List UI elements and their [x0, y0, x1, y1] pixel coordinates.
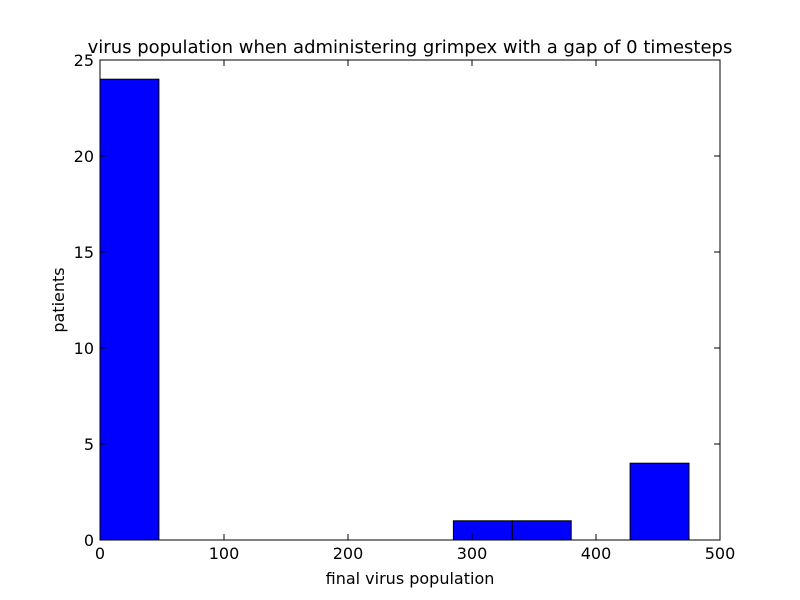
x-tick-label: 500: [705, 544, 736, 563]
y-axis-label: patients: [49, 267, 68, 332]
ticks-layer: 0 100 200 300 400 500 0 5 10 15 20 25: [74, 51, 736, 563]
chart-title: virus population when administering grim…: [88, 37, 733, 58]
x-tick-label: 300: [457, 544, 488, 563]
y-tick-label: 5: [84, 435, 94, 454]
histogram-bar-3: [629, 462, 690, 541]
y-tick-label: 15: [74, 243, 94, 262]
histogram-bar-1: [452, 520, 513, 541]
x-tick-label: 0: [95, 544, 105, 563]
plot-frame: [99, 59, 721, 541]
y-tick-label: 0: [84, 531, 94, 550]
x-tick-label: 400: [581, 544, 612, 563]
bars-layer: [99, 78, 690, 541]
y-tick-label: 10: [74, 339, 94, 358]
x-tick-label: 100: [209, 544, 240, 563]
y-tick-label: 20: [74, 147, 94, 166]
x-tick-label: 200: [333, 544, 364, 563]
histogram-bar-0: [99, 78, 160, 541]
histogram-bar-2: [511, 520, 572, 541]
y-tick-label: 25: [74, 51, 94, 70]
x-axis-label: final virus population: [326, 569, 495, 588]
